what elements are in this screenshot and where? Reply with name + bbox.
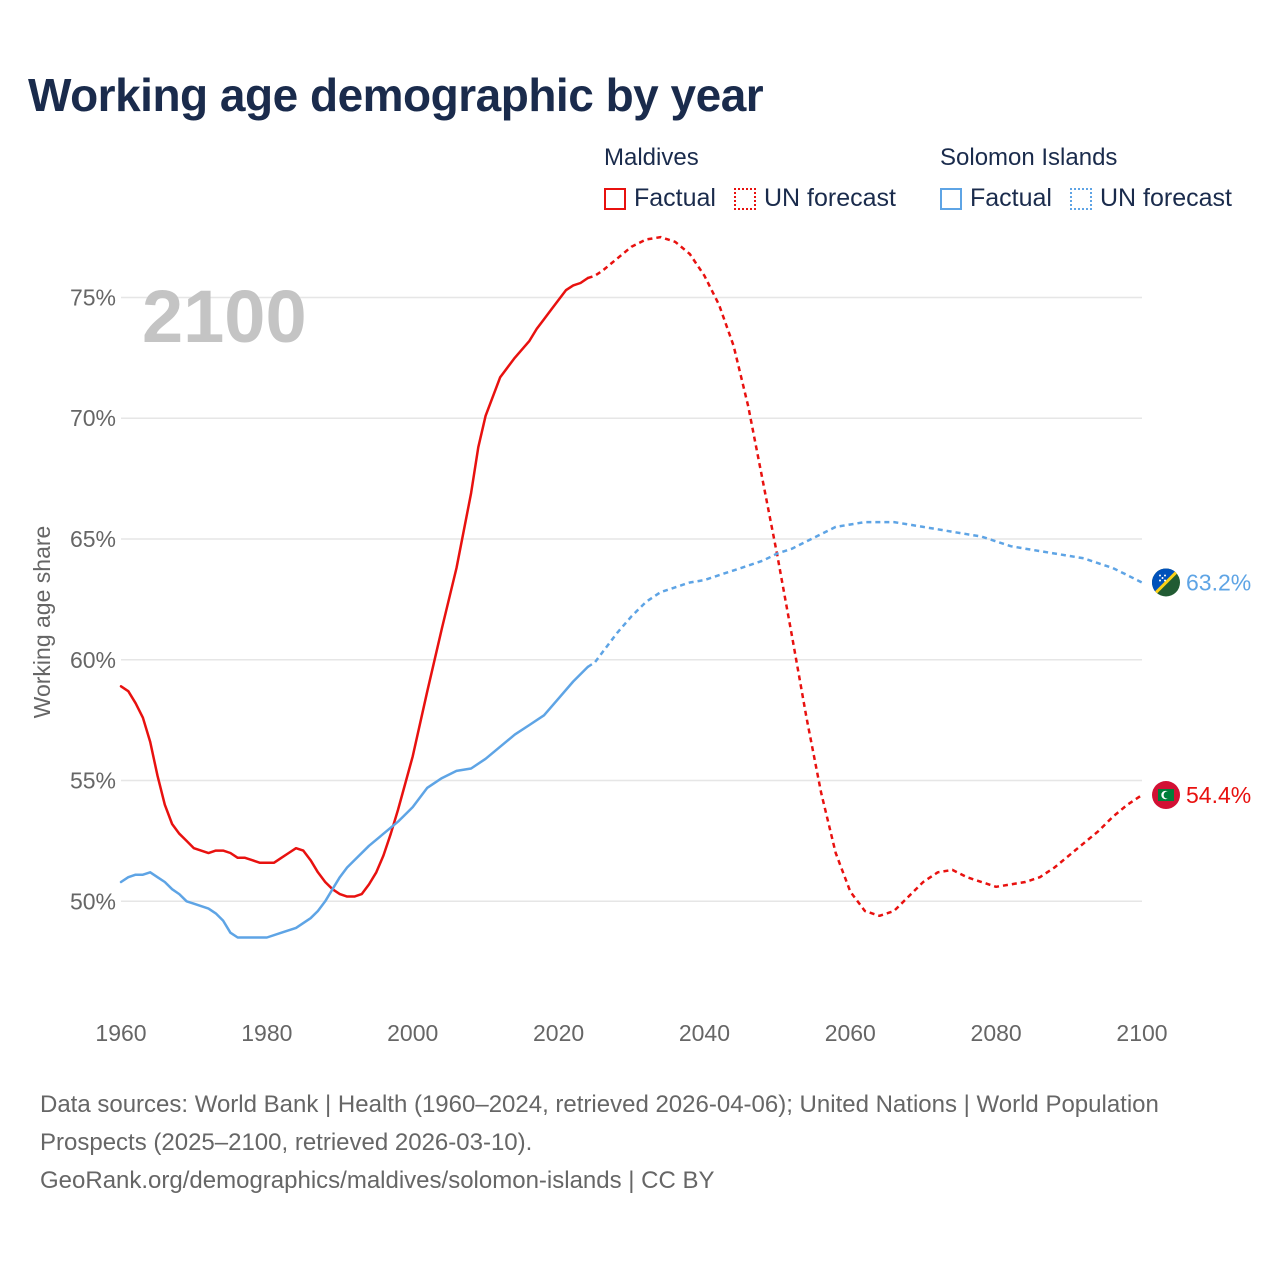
data-sources: Data sources: World Bank | Health (1960–…: [40, 1091, 1159, 1156]
y-tick-label: 70%: [70, 405, 116, 431]
y-tick-label: 75%: [70, 284, 116, 310]
x-tick-label: 2100: [1116, 1020, 1167, 1046]
legend-item-solomon-factual[interactable]: Factual: [940, 184, 1052, 213]
legend-label: UN forecast: [1099, 184, 1232, 212]
legend-maldives: Maldives Factual UN forecast: [604, 144, 914, 213]
x-axis-ticks: 1960 1980 2000 2020 2040 2060 2080 2100: [95, 1020, 1167, 1046]
x-tick-label: 2000: [387, 1020, 438, 1046]
legend-country-solomon-islands: Solomon Islands: [940, 144, 1118, 171]
end-markers: 54.4% 63.2%: [1152, 568, 1251, 810]
series-line-solomon-islands-forecast[interactable]: [587, 520, 1143, 669]
legend-item-maldives-forecast[interactable]: UN forecast: [733, 184, 896, 213]
series-line-maldives-forecast[interactable]: [587, 235, 1143, 918]
y-tick-label: 55%: [70, 768, 116, 794]
credit-link[interactable]: GeoRank.org/demographics/maldives/solomo…: [40, 1167, 715, 1194]
end-value-label: 63.2%: [1186, 569, 1251, 595]
y-tick-label: 65%: [70, 526, 116, 552]
x-tick-label: 2040: [679, 1020, 730, 1046]
maldives-flag-icon: [1152, 781, 1180, 810]
x-tick-label: 1980: [241, 1020, 292, 1046]
y-tick-label: 50%: [70, 888, 116, 914]
legend-solomon-islands: Solomon Islands Factual UN forecast: [940, 144, 1250, 213]
y-tick-label: 60%: [70, 647, 116, 673]
x-tick-label: 2060: [825, 1020, 876, 1046]
legend-swatch-solid: [604, 187, 626, 210]
x-tick-label: 2020: [533, 1020, 584, 1046]
y-axis-ticks: 50% 55% 60% 65% 70% 75%: [70, 284, 116, 914]
solomon-islands-flag-icon: [1152, 568, 1180, 597]
legend-swatch-dotted: [733, 187, 756, 210]
footer: Data sources: World Bank | Health (1960–…: [40, 1086, 1160, 1200]
gridlines: [121, 296, 1142, 903]
legend-swatch-solid: [940, 187, 962, 210]
series-line-maldives-factual[interactable]: [119, 276, 589, 898]
legend-item-solomon-forecast[interactable]: UN forecast: [1069, 184, 1232, 213]
x-tick-label: 2080: [971, 1020, 1022, 1046]
series-lines: [119, 235, 1143, 939]
y-axis-label: Working age share: [29, 526, 55, 719]
end-value-label: 54.4%: [1186, 782, 1251, 808]
legend-item-maldives-factual[interactable]: Factual: [604, 184, 716, 213]
series-line-solomon-islands-factual[interactable]: [119, 665, 589, 939]
legend-label: UN forecast: [763, 184, 896, 212]
chart-title: Working age demographic by year: [28, 69, 764, 121]
x-tick-label: 1960: [95, 1020, 146, 1046]
legend-country-maldives: Maldives: [604, 144, 699, 171]
legend-swatch-dotted: [1069, 187, 1092, 210]
legend-label: Factual: [634, 184, 716, 212]
year-label: 2100: [142, 275, 307, 358]
legend-label: Factual: [970, 184, 1052, 212]
line-chart: 2100 Working age share 50% 55% 60% 65% 70% 75…: [29, 235, 1251, 1046]
